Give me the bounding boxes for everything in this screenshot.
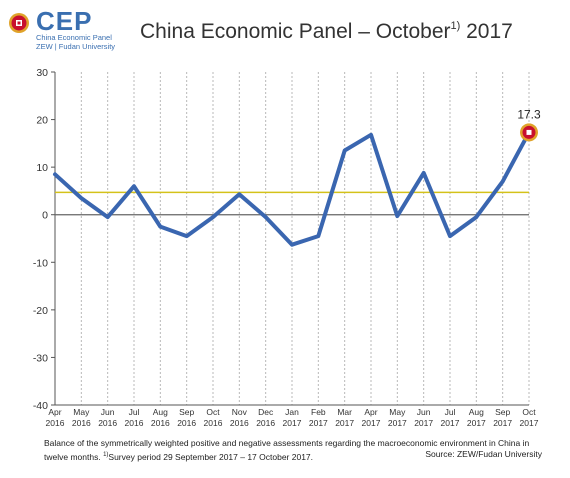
logo-line2: ZEW | Fudan University [36, 42, 116, 51]
x-tick-label: Aug 2016 [151, 407, 170, 428]
y-tick-label: -30 [33, 352, 48, 364]
title-main: China Economic Panel – October [140, 20, 451, 43]
series-layer [53, 130, 531, 247]
x-tick-label: Apr 2016 [46, 407, 65, 428]
x-tick-label: Aug 2017 [467, 407, 486, 428]
footnote-mark: 1) [103, 452, 109, 458]
x-tick-label: Nov 2016 [230, 407, 249, 428]
source-note: Source: ZEW/Fudan University [425, 449, 542, 459]
x-tick-label: Dec 2016 [256, 407, 275, 428]
x-tick-label: Sep 2016 [177, 407, 196, 428]
last-point-data-label: 17.3 [517, 107, 541, 121]
y-tick-label: 30 [36, 67, 48, 79]
y-tick-label: 20 [36, 115, 48, 127]
x-tick-label: Oct 2017 [520, 407, 539, 428]
y-tick-label: -20 [33, 305, 48, 317]
chart-title: China Economic Panel – October1) 2017 [140, 20, 570, 44]
x-tick-label: Jul 2016 [125, 407, 144, 428]
y-axis: 30 20 10 0 -10 -20 -30 -40 [33, 67, 56, 412]
logo-line1: China Economic Panel [36, 33, 112, 42]
y-tick-label: -40 [33, 400, 48, 412]
grid-lines [54, 72, 530, 405]
footnote-text2: Survey period 29 September 2017 – 17 Oct… [108, 451, 314, 462]
y-tick-label: 0 [42, 210, 48, 222]
x-tick-label: Jun 2016 [98, 407, 117, 428]
x-tick-label: May 2016 [72, 407, 91, 428]
cep-badge-icon [9, 13, 29, 33]
x-tick-label: Jan 2017 [283, 407, 302, 428]
logo-brand: CEP [36, 6, 93, 36]
title-year: 2017 [460, 20, 513, 43]
title-footnote-mark: 1) [450, 20, 461, 32]
y-tick-label: 10 [36, 162, 48, 174]
last-point-layer: 17.3 [517, 107, 541, 142]
x-tick-label: Apr 2017 [362, 407, 381, 428]
x-tick-label: Oct 2016 [204, 407, 223, 428]
series-line [53, 130, 531, 247]
y-tick-label: -10 [33, 257, 48, 269]
footnote-text1: Balance of the symmetrically weighted po… [44, 438, 530, 462]
x-tick-label: Feb 2017 [309, 407, 328, 428]
x-tick-label: Sep 2017 [493, 407, 512, 428]
x-axis: Apr 2016 May 2016 Jun 2016 Jul 2016 Aug 2016 Sep 20… [46, 404, 539, 428]
x-tick-label: May 2017 [388, 407, 407, 428]
footnote: Balance of the symmetrically weighted po… [44, 437, 544, 463]
cep-logo: CEP China Economic Panel ZEW | Fudan Uni… [8, 6, 148, 54]
x-tick-label: Jul 2017 [441, 407, 460, 428]
x-tick-label: Jun 2017 [414, 407, 433, 428]
x-tick-label: Mar 2017 [335, 407, 354, 428]
last-point-marker-center [526, 129, 532, 135]
